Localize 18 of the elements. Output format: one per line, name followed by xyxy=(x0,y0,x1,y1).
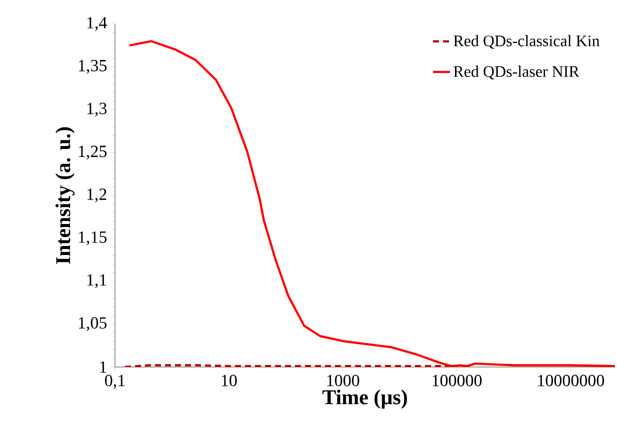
x-axis-title: Time (µs) xyxy=(322,390,407,409)
y-tick-label: 1,1 xyxy=(87,274,106,288)
x-tick-label: 100000 xyxy=(432,374,482,386)
y-tick-label: 1,05 xyxy=(78,317,107,332)
y-tick-label: 1,2 xyxy=(87,188,106,202)
y-tick-label: 1,25 xyxy=(78,146,107,160)
y-tick-label: 1,4 xyxy=(87,17,107,31)
x-tick-label: 0,1 xyxy=(105,374,125,389)
y-tick-label: 1,3 xyxy=(87,102,107,117)
x-tick-label: 1000 xyxy=(327,374,360,386)
y-tick-label: 1 xyxy=(100,361,106,373)
y-tick-label: 1,15 xyxy=(78,231,107,246)
x-tick-label: 10000000 xyxy=(538,374,604,386)
x-tick-label: 10 xyxy=(222,374,237,386)
legend-label: Red QDs-classical Kin xyxy=(454,35,600,49)
y-tick-label: 1,35 xyxy=(78,60,107,74)
y-axis-title: Intensity (a. u.) xyxy=(55,127,75,264)
legend-label: Red QDs-laser NIR xyxy=(454,66,580,80)
